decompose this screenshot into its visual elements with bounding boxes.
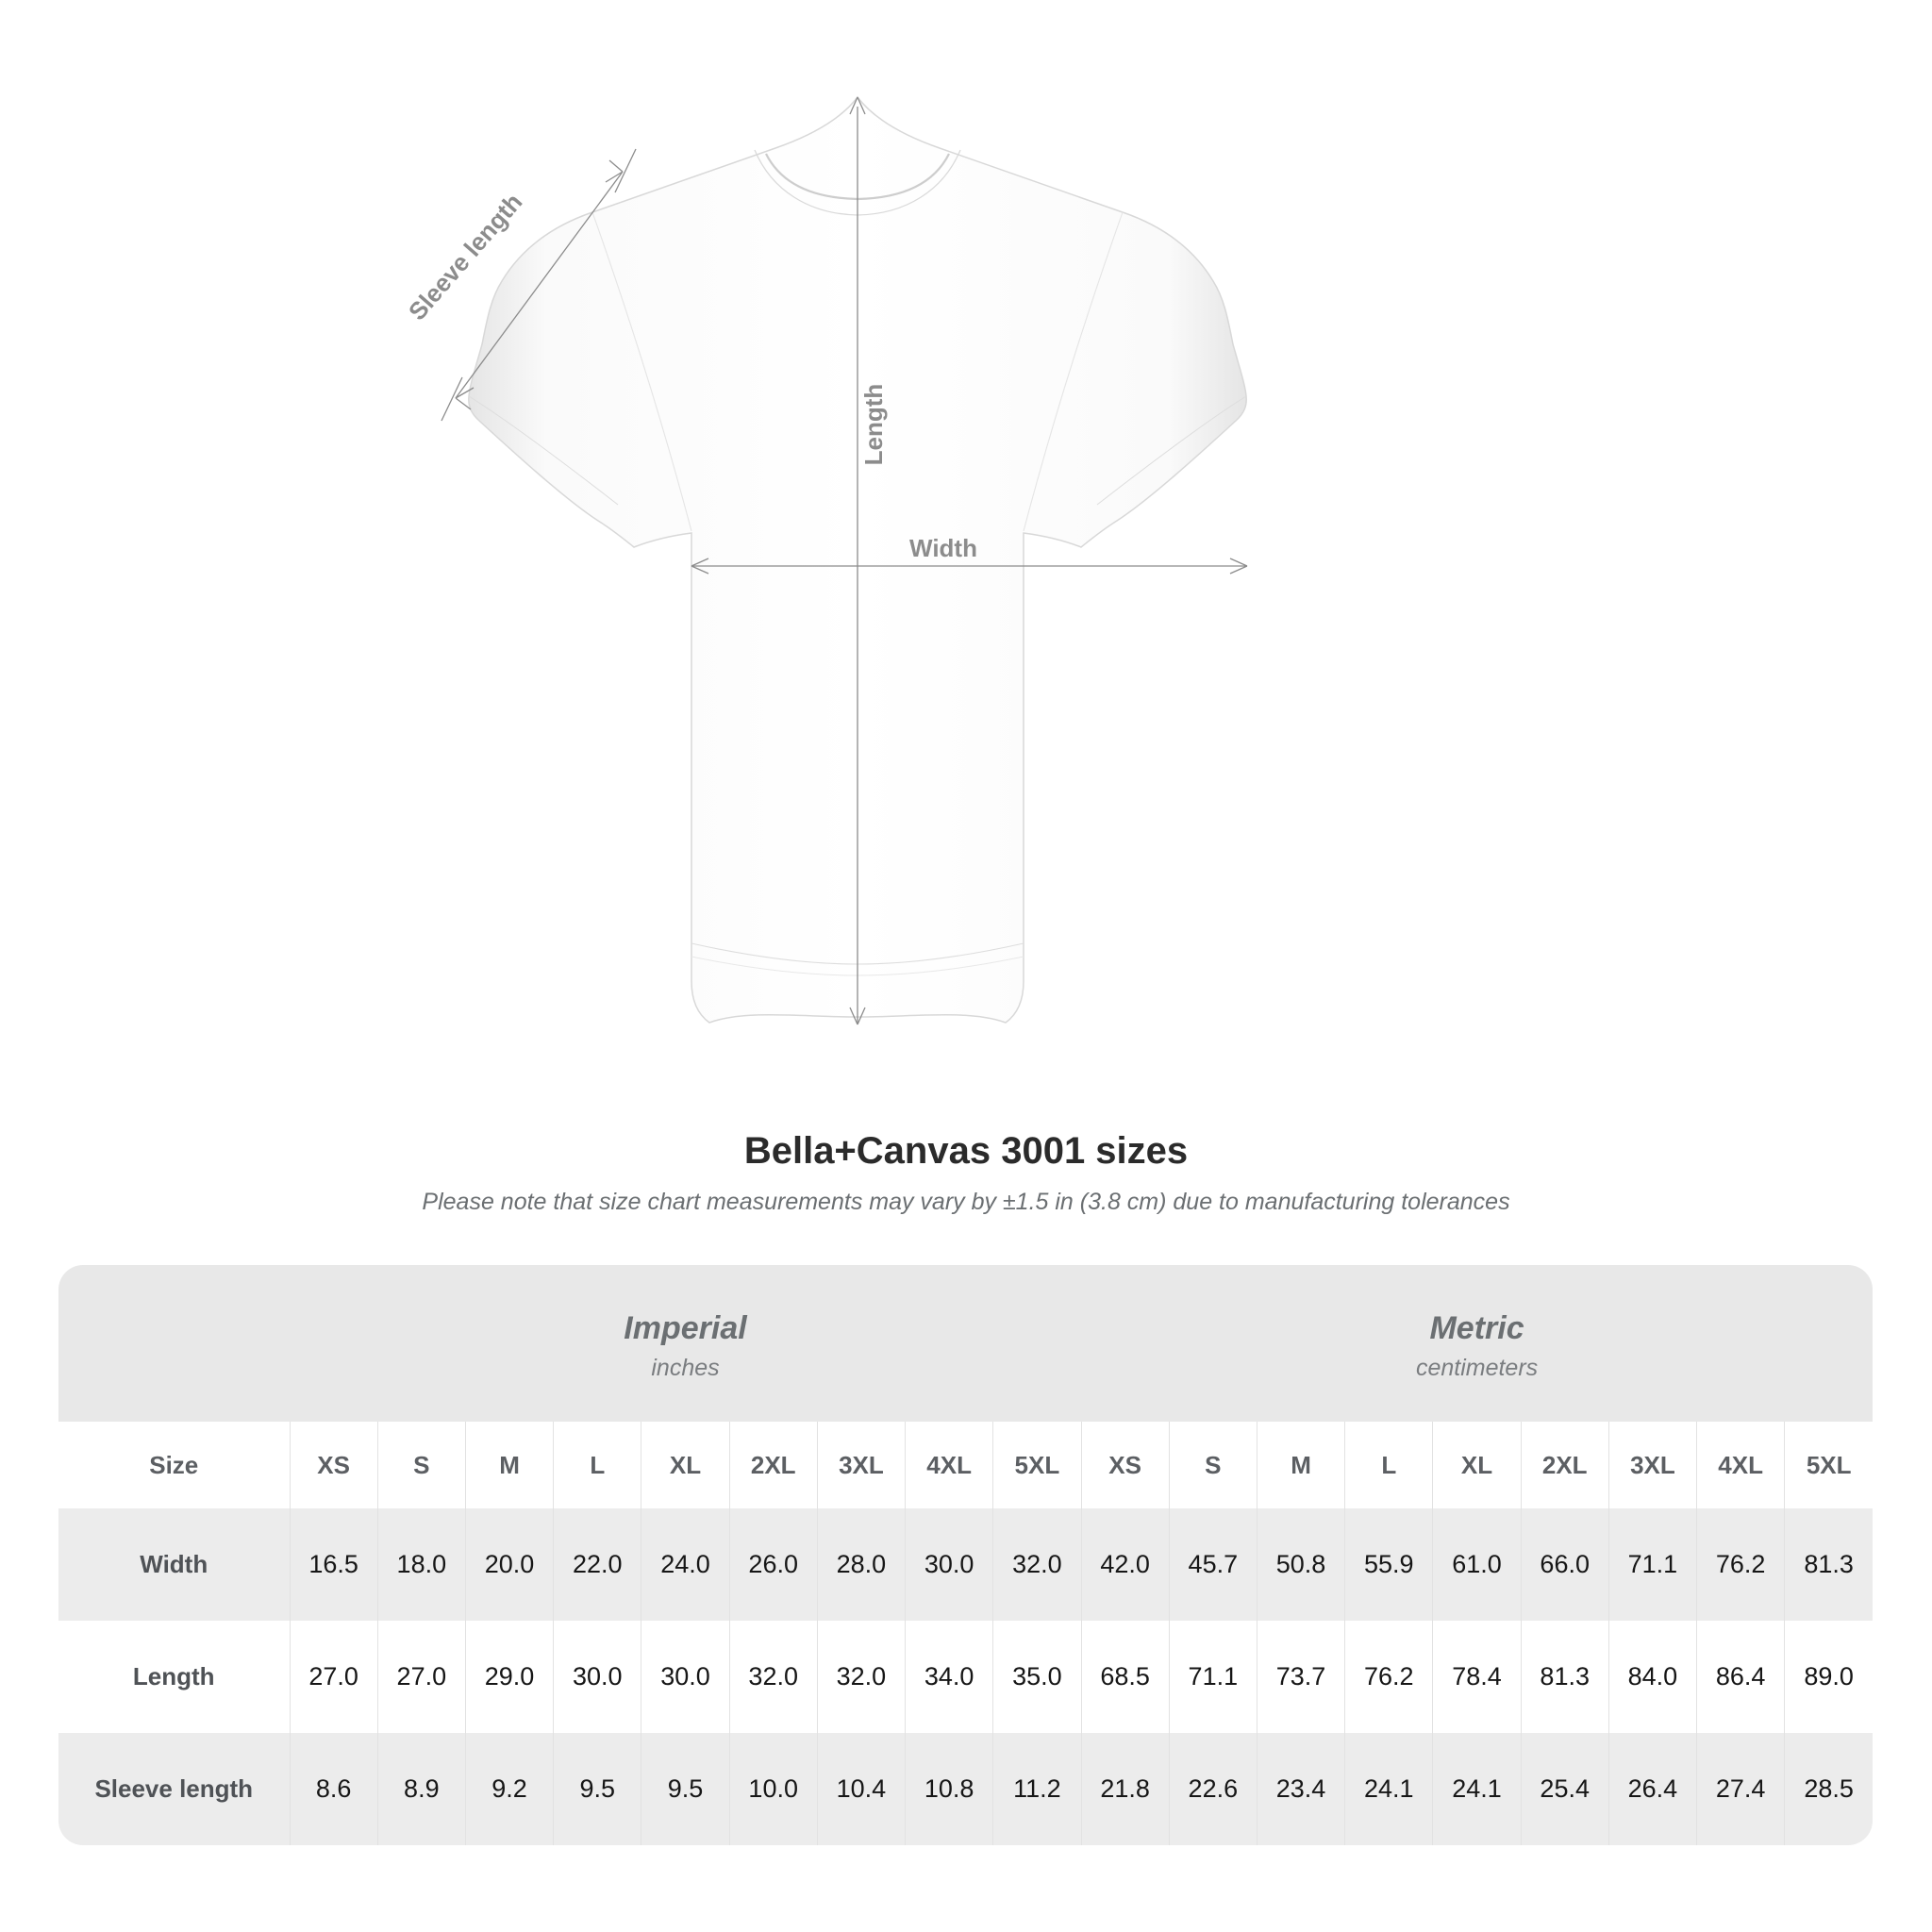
svg-text:Width: Width <box>909 534 977 562</box>
svg-text:Length: Length <box>859 384 888 466</box>
